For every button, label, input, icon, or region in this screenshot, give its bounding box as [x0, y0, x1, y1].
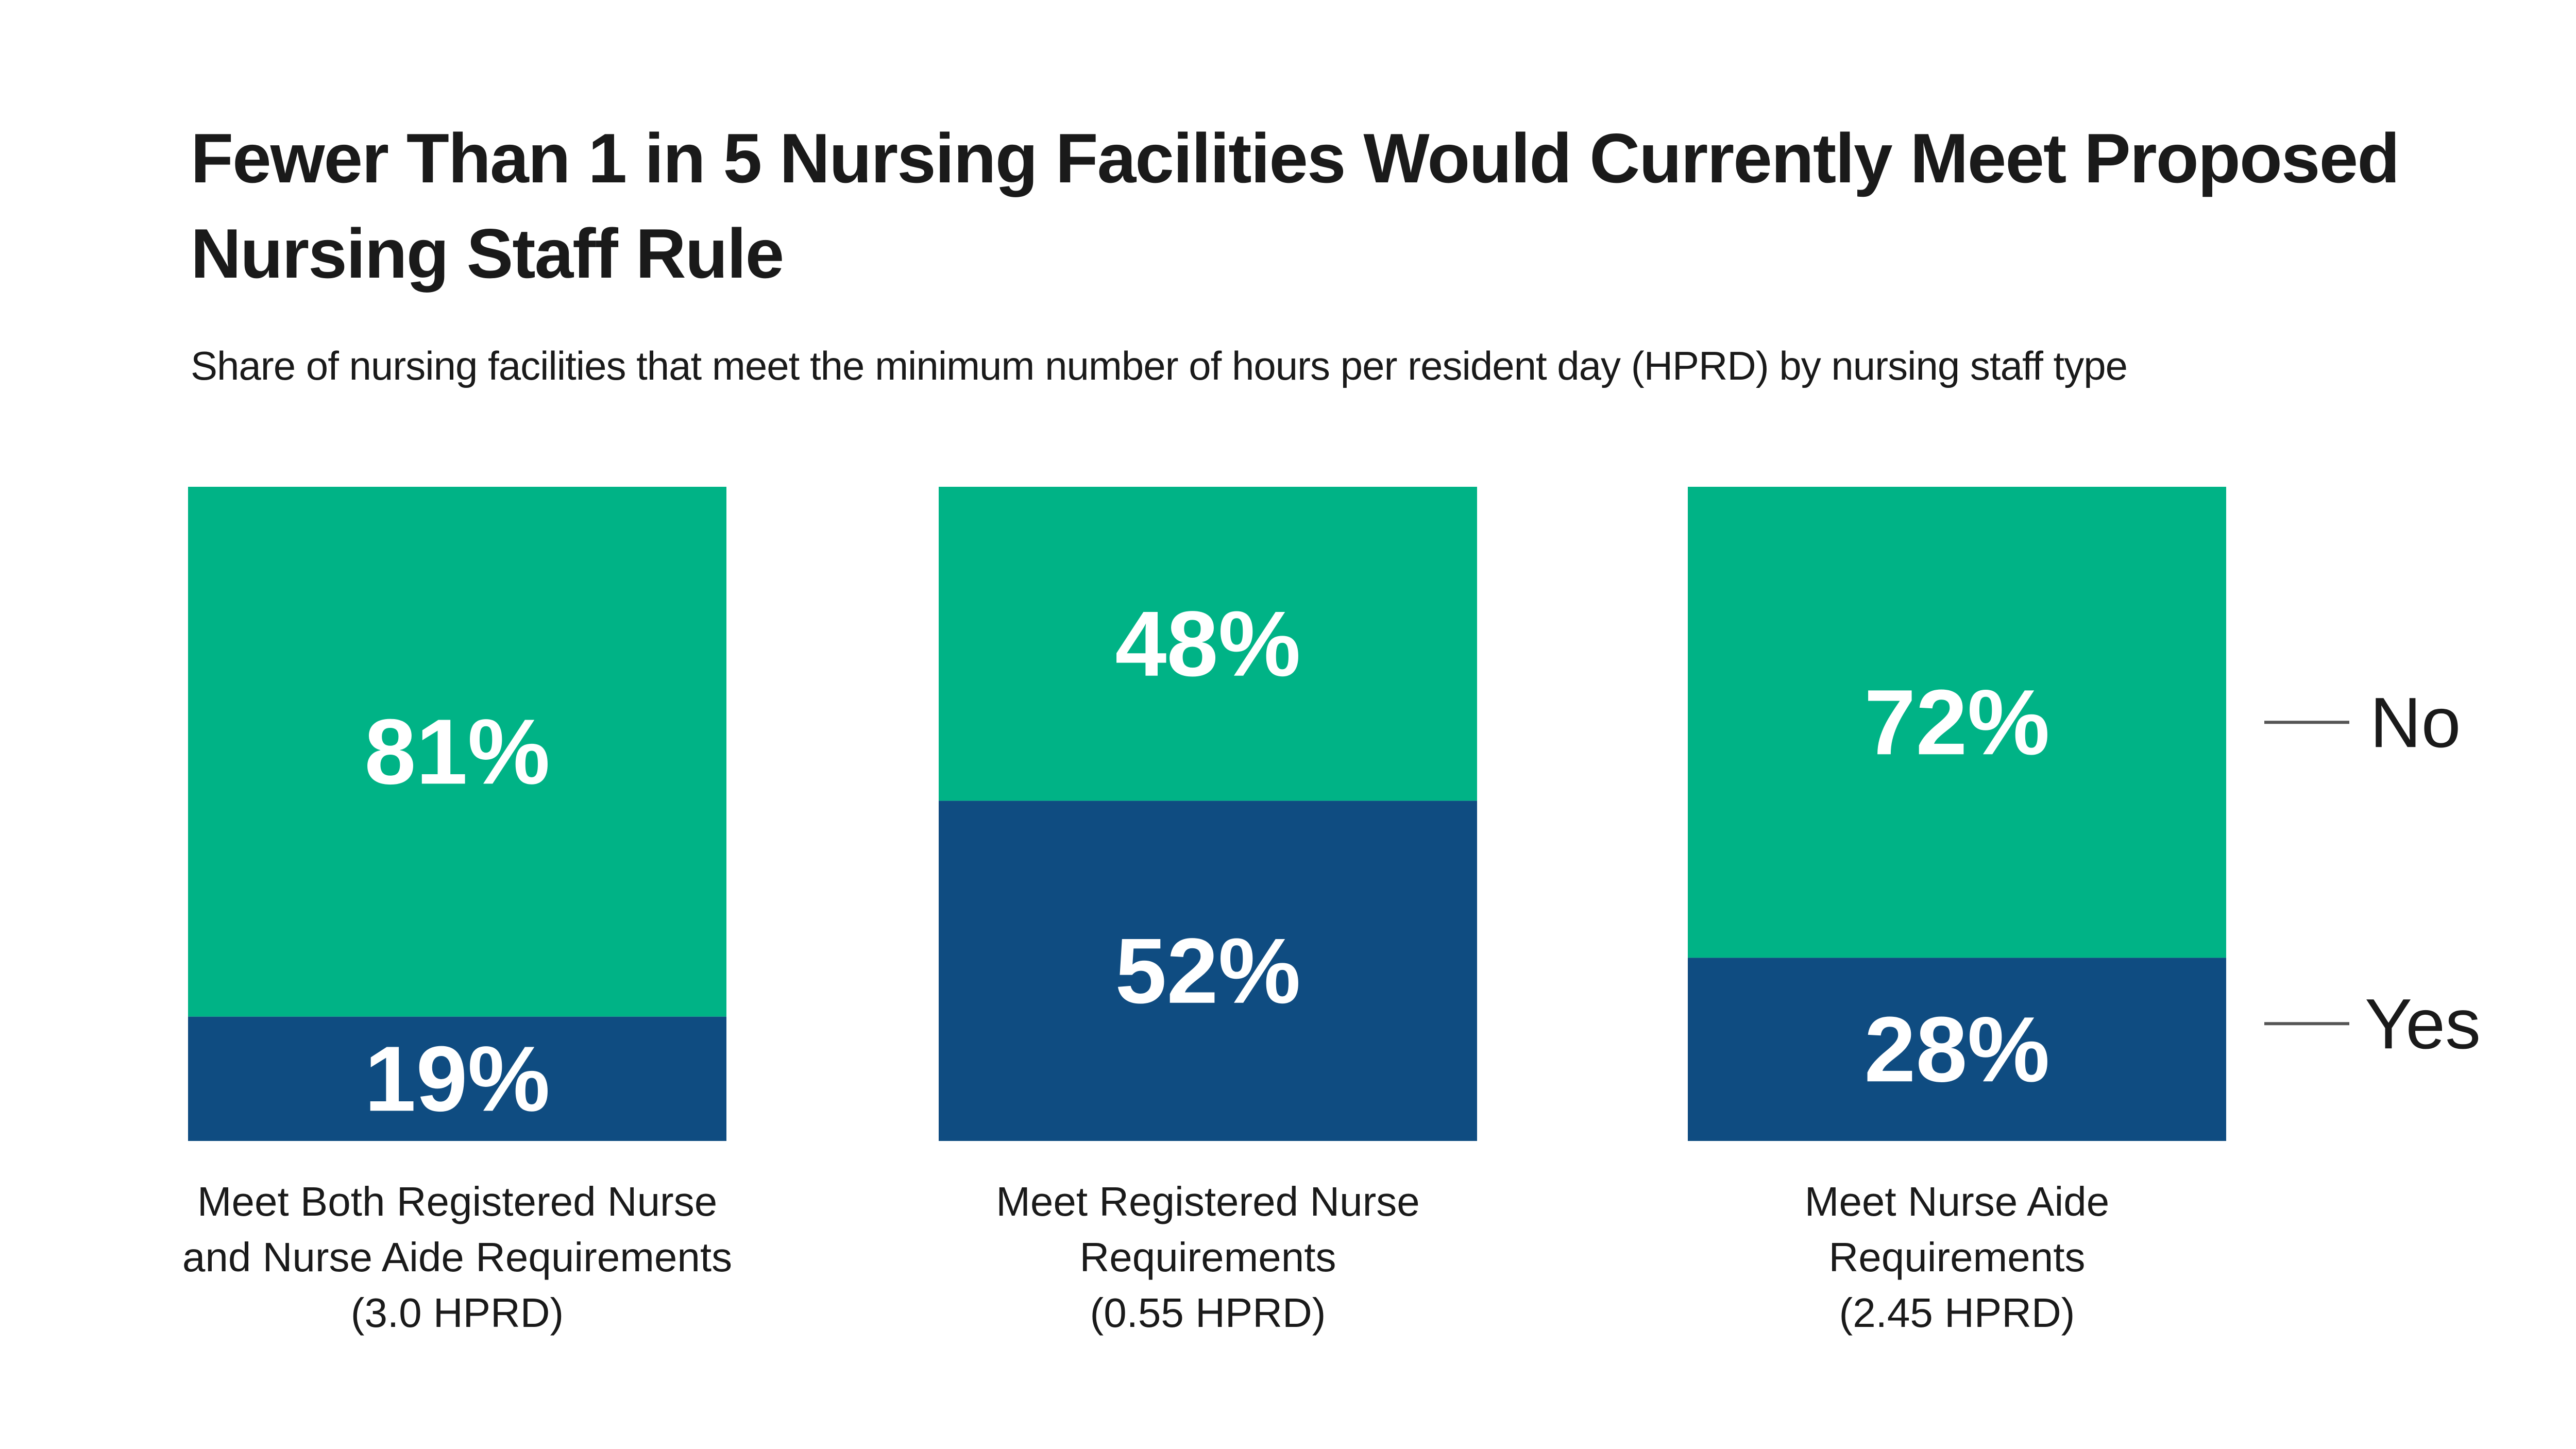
category-label-2-line-2: Requirements [1079, 1234, 1336, 1280]
category-label-2-line-3: (0.55 HPRD) [1090, 1290, 1326, 1336]
data-label-no-1: 81% [364, 700, 550, 804]
bar-yes-1 [188, 1016, 726, 1141]
category-label-3-line-1: Meet Nurse Aide [1805, 1179, 2109, 1224]
bar-yes-3 [1688, 958, 2226, 1141]
category-label-1-line-3: (3.0 HPRD) [351, 1290, 564, 1336]
data-label-yes-3: 28% [1864, 998, 2049, 1101]
category-label-2-line-1: Meet Registered Nurse [996, 1179, 1420, 1224]
category-label-3-line-2: Requirements [1828, 1234, 2085, 1280]
category-label-1-line-2: and Nurse Aide Requirements [182, 1234, 732, 1280]
data-label-yes-1: 19% [364, 1027, 550, 1131]
bar-no-1 [188, 487, 726, 1017]
bars-group: 81% 19% 48% 52% 72% 28% [188, 487, 2226, 1141]
data-label-yes-2: 52% [1115, 919, 1300, 1023]
category-labels-group: Meet Both Registered Nurse and Nurse Aide… [182, 1179, 2109, 1336]
legend-label-yes: Yes [2365, 984, 2481, 1064]
category-label-3-line-3: (2.45 HPRD) [1839, 1290, 2075, 1336]
legend-label-no: No [2370, 683, 2461, 762]
bar-no-3 [1688, 487, 2226, 958]
bar-no-2 [939, 487, 1477, 801]
category-label-1-line-1: Meet Both Registered Nurse [197, 1179, 717, 1224]
data-label-no-2: 48% [1115, 592, 1300, 696]
bar-yes-2 [939, 800, 1477, 1141]
legend: No Yes [2264, 683, 2481, 1064]
data-label-no-3: 72% [1864, 671, 2049, 774]
chart-title: Fewer Than 1 in 5 Nursing Facilities Wou… [191, 119, 2400, 293]
chart-subtitle: Share of nursing facilities that meet th… [191, 343, 2128, 388]
